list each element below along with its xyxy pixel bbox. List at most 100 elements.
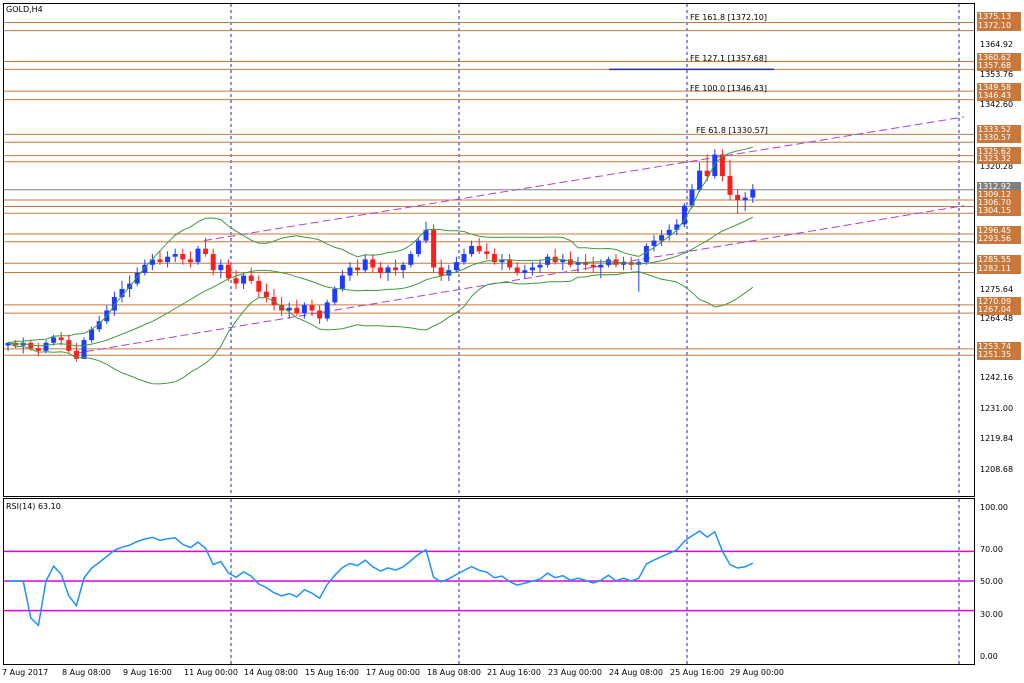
level-price-box: 1285.55: [977, 255, 1021, 265]
candle-body: [347, 267, 353, 276]
level-price-box: 1251.35: [977, 350, 1021, 360]
candle-body: [476, 245, 482, 252]
price-chart-pane[interactable]: GOLD,H4: [3, 3, 975, 497]
channel-lower-line: [73, 205, 965, 355]
rsi-pane[interactable]: RSI(14) 63.10: [3, 498, 975, 665]
level-price-box: 1304.15: [977, 206, 1021, 216]
candle-body: [567, 259, 573, 265]
bollinger-upper: [7, 146, 753, 344]
candle-body: [438, 267, 444, 276]
date-axis-label: 23 Aug 00:00: [548, 668, 602, 677]
candle-body: [35, 348, 41, 351]
date-axis-label: 15 Aug 16:00: [305, 668, 359, 677]
candle-body: [742, 197, 748, 201]
candle-body: [446, 270, 452, 276]
bollinger-lower: [7, 271, 754, 385]
candle-body: [187, 259, 193, 263]
level-price-box: 1267.04: [977, 305, 1021, 315]
candle-body: [681, 205, 687, 225]
candle-body: [408, 254, 414, 265]
candle-body: [233, 278, 239, 284]
level-price-box: 1323.32: [977, 154, 1021, 164]
candle-body: [575, 262, 581, 265]
candle-body: [263, 291, 269, 298]
candle-body: [461, 254, 467, 263]
price-axis-label: 1264.48: [980, 314, 1014, 323]
candle-body: [286, 307, 292, 311]
date-axis-label: 14 Aug 08:00: [244, 668, 298, 677]
rsi-axis-label: 30.00: [980, 610, 1003, 619]
candle-body: [119, 288, 125, 298]
candle-body: [453, 262, 459, 271]
level-price-box: 1270.09: [977, 297, 1021, 307]
level-price-box: 1309.12: [977, 190, 1021, 200]
date-axis-label: 17 Aug 00:00: [366, 668, 420, 677]
level-price-box: 1349.58: [977, 83, 1021, 93]
candle-body: [96, 321, 102, 330]
candle-body: [172, 254, 178, 257]
candle-body: [719, 154, 725, 177]
date-axis-label: 29 Aug 00:00: [730, 668, 784, 677]
candle-body: [43, 342, 49, 351]
candle-body: [370, 259, 376, 268]
rsi-axis-label: 100.00: [980, 503, 1008, 512]
candle-body: [149, 259, 155, 265]
level-price-box: 1346.43: [977, 91, 1021, 101]
level-price-box: 1325.62: [977, 147, 1021, 157]
candle-body: [750, 189, 756, 198]
candle-body: [469, 245, 475, 255]
candle-body: [697, 170, 703, 190]
candle-body: [727, 176, 733, 195]
price-axis-label: 1231.00: [980, 404, 1014, 413]
candle-body: [514, 267, 520, 273]
price-axis-label: 1219.84: [980, 434, 1014, 443]
channel-upper-line: [203, 116, 965, 242]
level-price-box: 1330.57: [977, 133, 1021, 143]
bollinger-middle: [7, 216, 754, 347]
level-price-box: 1375.13: [977, 12, 1021, 22]
level-price-box: 1253.74: [977, 342, 1021, 352]
price-chart-canvas[interactable]: [4, 4, 974, 496]
candle-body: [537, 264, 543, 268]
symbol-title: GOLD,H4: [6, 5, 43, 14]
price-axis-label: 1275.64: [980, 285, 1014, 294]
candle-body: [157, 259, 163, 263]
candle-body: [621, 262, 627, 265]
fe-label: FE 161.8 [1372.10]: [690, 13, 767, 22]
price-axis-label: 1353.76: [980, 70, 1014, 79]
candle-body: [704, 170, 710, 177]
candle-body: [279, 305, 285, 311]
candle-body: [58, 337, 64, 341]
level-price-box: 1357.68: [977, 61, 1021, 71]
candle-body: [210, 254, 216, 271]
candle-body: [674, 224, 680, 230]
candle-body: [393, 267, 399, 271]
candle-body: [203, 248, 209, 255]
date-axis-label: 7 Aug 2017: [2, 668, 49, 677]
candle-body: [309, 305, 315, 311]
candle-body: [256, 280, 262, 292]
candle-body: [377, 267, 383, 273]
date-axis-label: 24 Aug 08:00: [609, 668, 663, 677]
candle-body: [134, 272, 140, 284]
candle-body: [339, 275, 345, 289]
candle-body: [5, 342, 11, 346]
date-axis-label: 21 Aug 16:00: [487, 668, 541, 677]
candle-body: [195, 248, 201, 263]
candle-body: [431, 229, 437, 268]
level-price-box: 1293.56: [977, 234, 1021, 244]
date-axis-label: 25 Aug 16:00: [670, 668, 724, 677]
candle-body: [735, 194, 741, 201]
candle-body: [583, 262, 589, 265]
candle-body: [666, 229, 672, 236]
candle-body: [385, 267, 391, 273]
rsi-canvas[interactable]: [4, 499, 974, 664]
price-axis-label: 1364.92: [980, 40, 1014, 49]
candle-body: [529, 267, 535, 271]
date-axis-label: 11 Aug 00:00: [184, 668, 238, 677]
fe-label: FE 127.1 [1357.68]: [690, 54, 767, 63]
price-axis-label: 1320.28: [980, 162, 1014, 171]
current-price-box: 1312.92: [977, 182, 1021, 192]
candle-body: [165, 256, 171, 263]
candle-body: [598, 264, 604, 268]
